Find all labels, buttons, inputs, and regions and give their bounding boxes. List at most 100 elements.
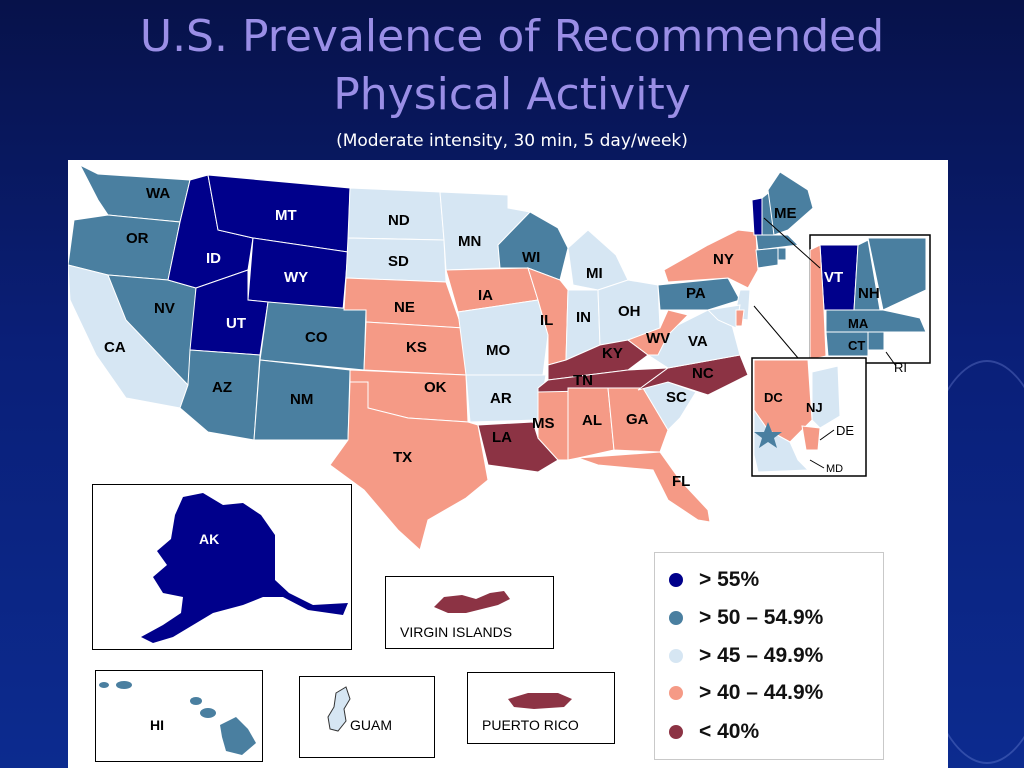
leader-ri — [885, 351, 897, 367]
virgin-islands-label: VIRGIN ISLANDS — [400, 624, 513, 640]
label-mi: MI — [586, 265, 603, 282]
label-wi: WI — [522, 249, 540, 266]
label-vt: VT — [824, 269, 843, 286]
leader-vt — [763, 217, 821, 269]
label-me: ME — [774, 205, 797, 222]
hawaii-label: HI — [150, 717, 164, 733]
label-ms: MS — [532, 415, 555, 432]
state-me — [767, 171, 814, 236]
state-fl — [577, 451, 711, 523]
legend-item-lt40: < 40% — [669, 717, 759, 747]
label-wa: WA — [146, 185, 170, 202]
state-ny — [663, 229, 759, 289]
legend-swatch — [669, 686, 683, 700]
label-tx: TX — [393, 449, 412, 466]
guam-inset: GUAM — [299, 676, 435, 758]
legend-item-45-499: > 45 – 49.9% — [669, 641, 823, 671]
label-de: DE — [836, 423, 854, 438]
label-ar: AR — [490, 390, 512, 407]
label-ct: CT — [848, 338, 865, 353]
inset-dc-star — [754, 422, 782, 448]
inset-ma — [825, 309, 927, 333]
state-ri — [777, 247, 787, 261]
legend-label: > 55% — [699, 568, 760, 591]
label-nc: NC — [692, 365, 714, 382]
us-map: WA OR CA ID NV MT WY UT AZ CO NM ND SD N… — [68, 163, 931, 551]
label-nv: NV — [154, 300, 175, 317]
state-az — [179, 349, 261, 441]
label-wy: WY — [284, 269, 308, 286]
hawaii-inset: HI — [95, 670, 263, 762]
label-ok: OK — [424, 379, 447, 396]
label-mn: MN — [458, 233, 481, 250]
label-ne: NE — [394, 299, 415, 316]
state-al — [567, 387, 615, 461]
inset-me — [867, 237, 927, 311]
state-wa — [78, 163, 191, 223]
virgin-islands-inset: VIRGIN ISLANDS — [385, 576, 554, 649]
us-map-panel: WA OR CA ID NV MT WY UT AZ CO NM ND SD N… — [68, 160, 948, 768]
puerto-rico-inset: PUERTO RICO — [467, 672, 615, 744]
legend-swatch — [669, 649, 683, 663]
state-ct — [755, 247, 779, 269]
leader-md — [809, 459, 825, 469]
label-nh: NH — [858, 285, 880, 302]
legend-swatch — [669, 573, 683, 587]
title-line-1: U.S. Prevalence of Recommended — [139, 11, 885, 62]
label-ks: KS — [406, 339, 427, 356]
state-wv — [626, 309, 689, 356]
puerto-rico-label: PUERTO RICO — [482, 717, 579, 733]
label-ny: NY — [713, 251, 734, 268]
label-wv: WV — [646, 330, 670, 347]
label-co: CO — [305, 329, 328, 346]
slide-subtitle: (Moderate intensity, 30 min, 5 day/week) — [336, 131, 688, 151]
map-legend: > 55% > 50 – 54.9% > 45 – 49.9% > 40 – 4… — [654, 552, 884, 760]
state-vt — [751, 197, 763, 236]
state-ga — [607, 387, 669, 453]
alaska-inset: AK — [92, 484, 352, 650]
label-ma: MA — [848, 316, 869, 331]
label-ri: RI — [894, 360, 907, 375]
alaska-label: AK — [199, 531, 220, 547]
title-line-2: Physical Activity — [333, 69, 691, 120]
label-nm: NM — [290, 391, 313, 408]
label-ca: CA — [104, 339, 126, 356]
inset-ct — [825, 331, 869, 357]
legend-item-40-449: > 40 – 44.9% — [669, 678, 823, 708]
legend-swatch — [669, 611, 683, 625]
label-or: OR — [126, 230, 149, 247]
label-fl: FL — [672, 473, 690, 490]
state-mo — [457, 299, 549, 376]
label-ia: IA — [478, 287, 493, 304]
state-wi — [497, 211, 569, 281]
puerto-rico-shape — [508, 693, 572, 709]
label-tn: TN — [573, 372, 593, 389]
label-in: IN — [576, 309, 591, 326]
label-id: ID — [206, 250, 221, 267]
label-nd: ND — [388, 212, 410, 229]
label-az: AZ — [212, 379, 232, 396]
legend-label: > 45 – 49.9% — [699, 644, 824, 667]
guam-shape — [327, 686, 351, 732]
label-ky: KY — [602, 345, 623, 362]
legend-swatch — [669, 725, 683, 739]
legend-label: > 40 – 44.9% — [699, 681, 824, 704]
label-la: LA — [492, 429, 512, 446]
state-md — [706, 304, 741, 329]
hawaii-shape — [99, 681, 256, 755]
legend-label: > 50 – 54.9% — [699, 606, 824, 629]
inset-de — [801, 425, 821, 451]
label-oh: OH — [618, 303, 641, 320]
inset-ri — [867, 331, 885, 351]
state-de — [735, 309, 745, 327]
alaska-shape — [141, 493, 348, 643]
inset-nj — [811, 365, 841, 429]
legend-item-gt55: > 55% — [669, 565, 759, 595]
label-ut: UT — [226, 315, 246, 332]
leader-de — [819, 429, 835, 441]
label-il: IL — [540, 312, 553, 329]
label-va: VA — [688, 333, 708, 350]
legend-label: < 40% — [699, 720, 760, 743]
slide-title: U.S. Prevalence of Recommended Physical … — [0, 8, 1024, 124]
label-sd: SD — [388, 253, 409, 270]
